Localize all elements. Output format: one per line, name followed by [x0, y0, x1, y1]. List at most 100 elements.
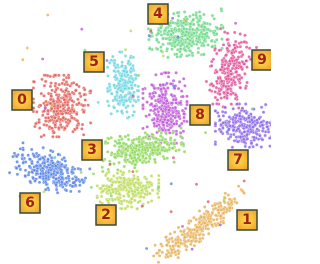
dot [129, 56, 132, 59]
dot [141, 127, 144, 130]
cluster-label: 5 [89, 54, 99, 70]
dot [222, 221, 225, 224]
dot [69, 190, 72, 193]
dot [64, 159, 67, 162]
dot [50, 82, 53, 85]
dot [227, 64, 230, 67]
dot [164, 108, 167, 111]
dot [53, 157, 56, 160]
dot [159, 83, 162, 86]
dot [123, 84, 126, 87]
dot [82, 133, 85, 136]
dot [120, 207, 123, 210]
dot [183, 150, 186, 153]
dot [179, 131, 182, 134]
dot [78, 184, 81, 187]
dot [178, 80, 181, 83]
dot [247, 116, 250, 119]
dot [174, 250, 177, 253]
dot [179, 135, 182, 138]
dot [35, 110, 38, 113]
dot [55, 188, 58, 191]
dot [52, 100, 55, 103]
dot [130, 197, 133, 200]
dot [173, 139, 176, 142]
dot [132, 174, 135, 177]
dot [128, 160, 131, 163]
dot [226, 38, 229, 41]
dot [106, 90, 109, 93]
dot [155, 125, 158, 128]
dot [109, 163, 112, 166]
dot [133, 177, 136, 180]
dot [169, 245, 172, 248]
dot [207, 227, 210, 230]
dot [150, 103, 153, 106]
dot [234, 46, 237, 49]
dot [159, 134, 162, 137]
dot [230, 57, 233, 60]
dot [131, 114, 134, 117]
dot [106, 66, 109, 69]
dot [188, 28, 191, 31]
dot [177, 14, 180, 17]
dot [182, 230, 185, 233]
dot [198, 15, 201, 18]
dot [195, 229, 198, 232]
dot [251, 108, 254, 111]
dot [27, 154, 30, 157]
dot [222, 43, 225, 46]
dot [151, 92, 154, 95]
dot [147, 38, 150, 41]
dot [75, 126, 78, 129]
dot [211, 14, 214, 17]
dot [171, 101, 174, 104]
dot [219, 215, 222, 218]
dot [232, 128, 235, 131]
dot [61, 185, 64, 188]
dot [237, 185, 240, 188]
dot [248, 47, 251, 50]
dot [161, 51, 164, 54]
dot [175, 130, 178, 133]
dot [146, 125, 149, 128]
dot [226, 208, 229, 211]
dot [174, 41, 177, 44]
dot [137, 178, 140, 181]
dot [16, 173, 19, 176]
dot [224, 192, 227, 195]
dot [148, 192, 151, 195]
dot [182, 77, 185, 80]
dot [53, 131, 56, 134]
dot [166, 56, 169, 59]
dot [219, 68, 222, 71]
dot [70, 170, 73, 173]
dot [239, 118, 242, 121]
dot [123, 159, 126, 162]
dot [36, 161, 39, 164]
dot [35, 164, 38, 167]
dot [165, 121, 168, 124]
dot [170, 44, 173, 47]
dot [159, 46, 162, 49]
dot [206, 223, 209, 226]
dot [118, 135, 121, 138]
dot [44, 100, 47, 103]
dot [243, 180, 246, 183]
dot [112, 162, 115, 165]
dot [24, 169, 27, 172]
dot [153, 87, 156, 90]
dot [113, 75, 116, 78]
dot [173, 161, 176, 164]
dot [210, 45, 213, 48]
dot [212, 218, 215, 221]
dot [214, 96, 217, 99]
dot [184, 240, 187, 243]
dot [181, 95, 184, 98]
dot [96, 184, 99, 187]
dot [129, 70, 132, 73]
dot [250, 119, 253, 122]
dot [175, 71, 178, 74]
dot [161, 112, 164, 115]
dot [245, 112, 248, 115]
